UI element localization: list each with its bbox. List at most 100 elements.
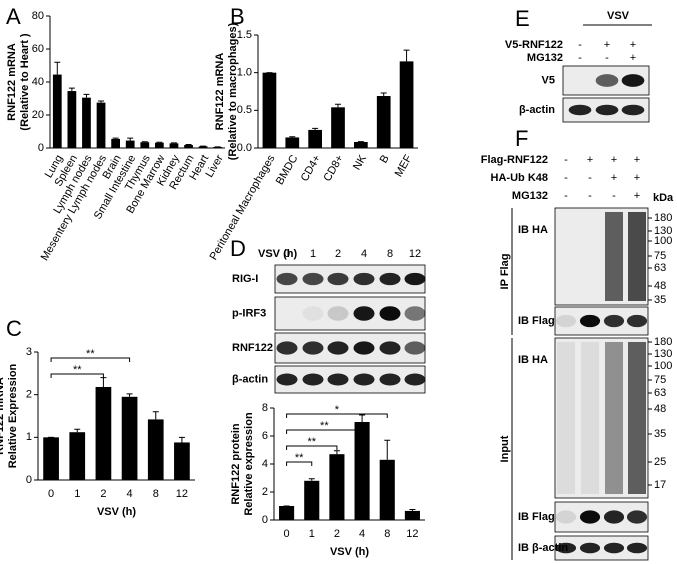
significance-bracket [286,461,313,466]
condition-sign: - [564,190,568,202]
band [302,341,324,355]
significance-bracket [286,429,363,434]
bar [198,146,208,148]
blot-title: VSV [607,10,630,22]
condition-sign: - [588,190,592,202]
condition-sign: - [605,52,609,64]
significance-label: ** [73,364,82,376]
condition-sign: + [604,39,610,51]
band [626,314,648,328]
bar [379,459,395,520]
smear [605,212,623,301]
bar [354,422,370,520]
panel-label: D [230,236,246,261]
band [379,272,401,286]
band [379,306,401,321]
band [302,373,324,386]
y-tick-label: 80 [32,10,44,22]
condition-sign: - [612,190,616,202]
x-tick-label: 8 [384,528,390,540]
band [579,542,601,554]
error-bar [333,450,340,455]
significance-bracket [286,413,388,418]
bar [174,442,190,480]
band [621,104,645,116]
bar [67,91,77,148]
marker-label: 180 [654,212,672,224]
band [626,510,648,524]
blot-row-label: IB HA [518,224,548,236]
band [353,373,375,386]
bar [262,72,277,148]
error-bar [68,87,75,92]
error-bar [359,414,366,422]
band [603,542,625,554]
y-tick-label: 4 [262,458,268,470]
bar [125,140,135,148]
y-tick-label: 0 [262,514,268,526]
x-tick-label: 8 [153,488,159,500]
condition-sign: + [634,172,640,184]
y-tick-label: 40 [32,76,44,88]
band [404,373,426,386]
x-tick-label: 12 [176,488,188,500]
y-tick-label: 1.5 [237,29,252,41]
y-axis-label: Relative Expression [7,363,19,468]
y-tick-label: 0.0 [237,142,252,154]
x-tick-label: CD8+ [322,153,347,184]
condition-sign: + [611,154,617,166]
x-axis-label: VSV (h) [97,506,136,518]
panel-label: A [6,4,21,29]
bar [69,432,86,480]
bar [285,137,300,148]
bar [184,145,193,148]
significance-label: ** [307,436,316,448]
condition-label: HA-Ub K48 [491,172,548,184]
error-bar [112,137,119,139]
band [595,104,619,116]
bar [111,138,120,148]
condition-sign: + [611,172,617,184]
marker-label: 25 [654,456,666,468]
panel-label: B [230,4,245,29]
error-bar [289,136,296,138]
smear [628,212,646,301]
bar [376,96,391,148]
bar [169,143,179,148]
group-label: IP Flag [499,254,511,290]
bar [354,141,368,148]
y-tick-label: 2 [26,389,32,401]
y-axis-label: RNF122 mRNA [214,53,226,131]
unit-label: kDa [653,192,674,204]
condition-sign: + [587,154,593,166]
x-tick-label: 1 [309,528,315,540]
band [353,341,375,355]
band [276,341,298,355]
band [603,510,625,524]
lane-label: 12 [409,248,421,260]
condition-label: MG132 [527,52,563,64]
y-axis-label: RNF122 mRNA [6,43,18,121]
bar [43,437,59,480]
condition-sign: + [630,52,636,64]
error-bar [152,411,159,420]
y-tick-label: 2 [262,486,268,498]
significance-bracket [50,357,131,362]
bar [140,142,150,148]
significance-bracket [50,373,104,378]
y-axis-label: RNF122 protein [230,423,242,505]
band [404,306,426,321]
smear [581,342,599,494]
error-bar [54,61,61,75]
band [379,341,401,355]
bar [308,129,322,148]
blot-row-label: β-actin [519,104,555,116]
error-bar [308,478,315,481]
marker-label: 17 [654,479,666,491]
y-tick-label: 8 [262,402,268,414]
error-bar [100,377,107,387]
error-bar [409,509,416,511]
band [579,314,601,328]
condition-sign: + [634,154,640,166]
